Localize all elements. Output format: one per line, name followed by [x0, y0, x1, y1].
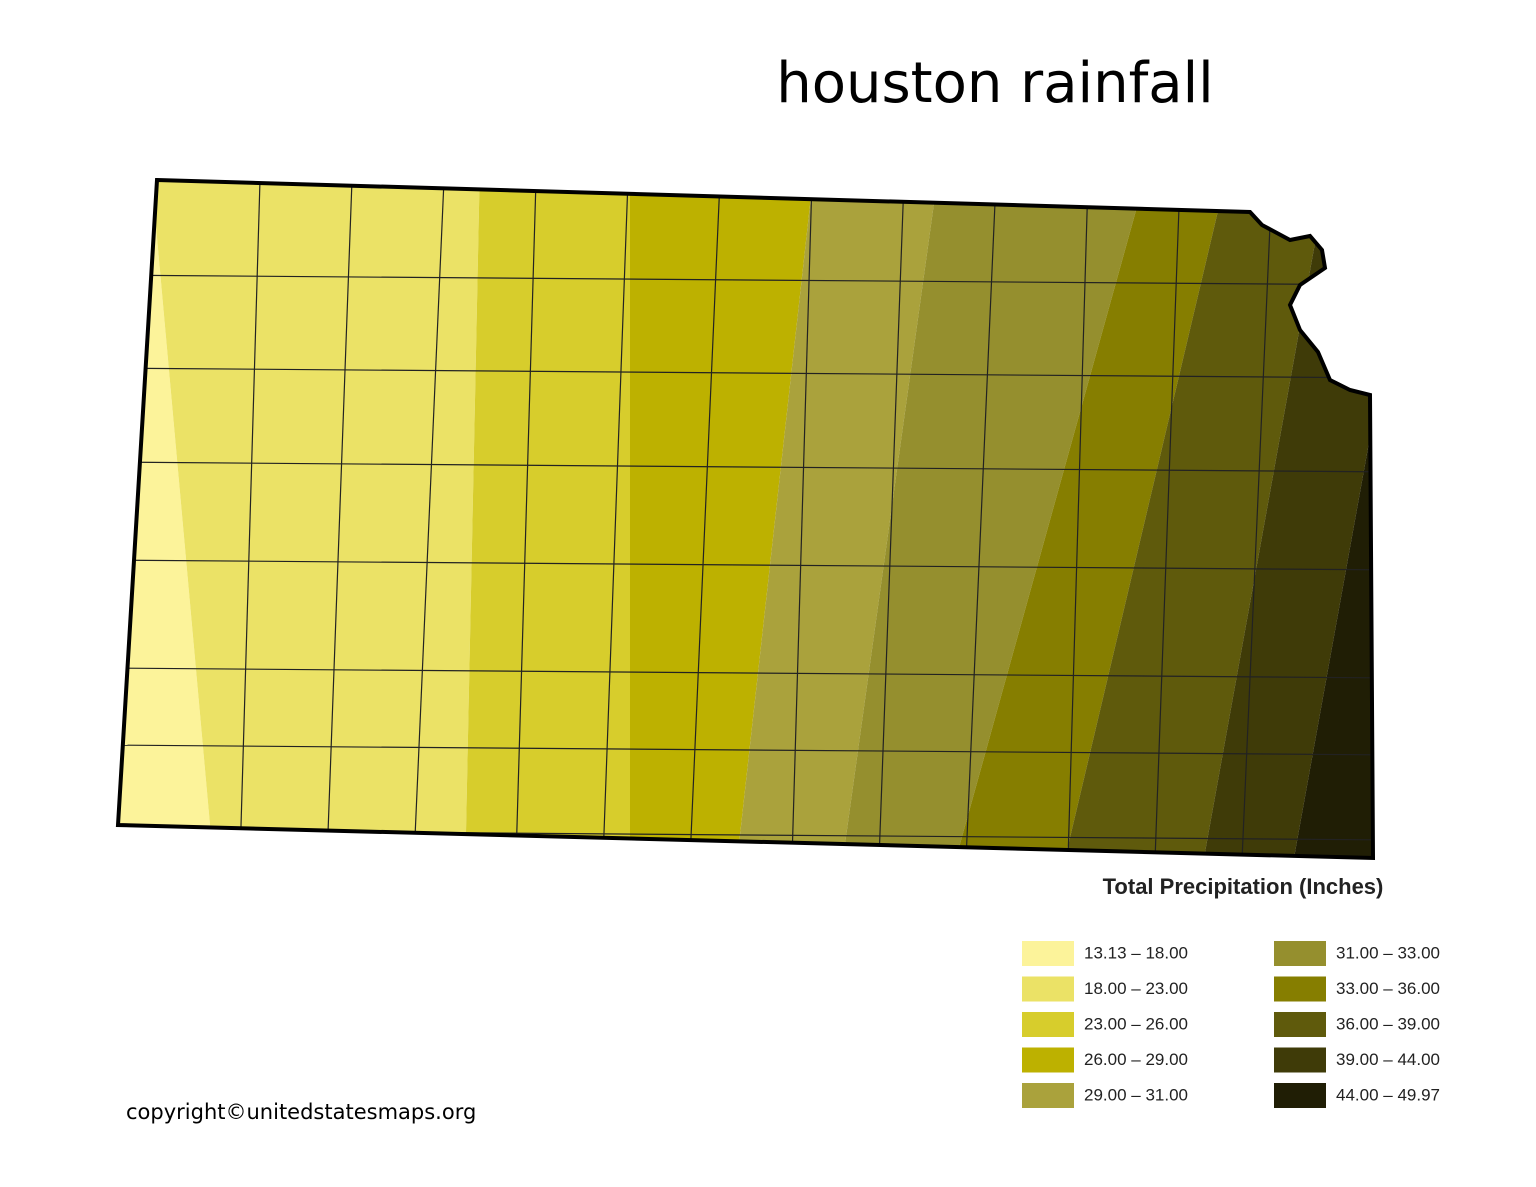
legend-swatch [1022, 1083, 1074, 1108]
rainfall-band [840, 180, 1150, 858]
copyright: copyright©unitedstatesmaps.org [126, 1100, 476, 1124]
rainfall-band [950, 180, 1230, 858]
rainfall-band [150, 180, 480, 858]
legend-swatch [1274, 1012, 1326, 1037]
rainfall-band [1290, 180, 1373, 858]
legend-label: 18.00 – 23.00 [1084, 979, 1188, 998]
legend-swatch [1274, 1083, 1326, 1108]
county-line [413, 180, 445, 858]
county-line [239, 180, 261, 858]
county-line [878, 180, 905, 858]
rainfall-band [735, 180, 940, 858]
map-title: houston rainfall [776, 51, 1213, 116]
county-line [118, 559, 1373, 571]
legend-swatch [1274, 976, 1326, 1002]
county-line [1154, 180, 1181, 858]
legend-label: 23.00 – 26.00 [1084, 1014, 1188, 1033]
legend-label: 26.00 – 29.00 [1084, 1050, 1188, 1069]
legend-label: 36.00 – 39.00 [1336, 1014, 1440, 1033]
county-line [1067, 180, 1089, 858]
legend-swatch [1022, 1012, 1074, 1037]
rainfall-band [1060, 180, 1330, 858]
county-line [1241, 180, 1273, 858]
legend-label: 33.00 – 36.00 [1336, 979, 1440, 998]
state-outline [115, 177, 1376, 861]
rainfall-bands [118, 180, 1373, 858]
county-line [602, 180, 629, 858]
county-line [118, 461, 1373, 473]
county-line [118, 274, 1373, 286]
legend-label: 44.00 – 49.97 [1336, 1085, 1440, 1104]
legend-label: 31.00 – 33.00 [1336, 943, 1440, 962]
county-line [689, 180, 721, 858]
rainfall-band [465, 180, 630, 858]
county-line [791, 180, 813, 858]
county-line [118, 744, 1373, 756]
county-line [326, 180, 353, 858]
legend: 13.13 – 18.00 18.00 – 23.00 23.00 – 26.00 2… [1022, 941, 1440, 1108]
legend-label: 39.00 – 44.00 [1336, 1050, 1440, 1069]
legend-swatch [1274, 941, 1326, 966]
legend-swatch [1022, 1047, 1074, 1073]
legend-swatch [1274, 1047, 1326, 1073]
county-line [515, 180, 537, 858]
legend-swatch [1022, 976, 1074, 1002]
county-line [118, 667, 1373, 679]
legend-label: 13.13 – 18.00 [1084, 943, 1188, 962]
county-line [965, 180, 997, 858]
county-line [118, 367, 1373, 379]
legend-title: Total Precipitation (Inches) [1103, 874, 1384, 899]
rainfall-band [630, 180, 815, 858]
legend-swatch [1022, 941, 1074, 966]
legend-label: 29.00 – 31.00 [1084, 1085, 1188, 1104]
